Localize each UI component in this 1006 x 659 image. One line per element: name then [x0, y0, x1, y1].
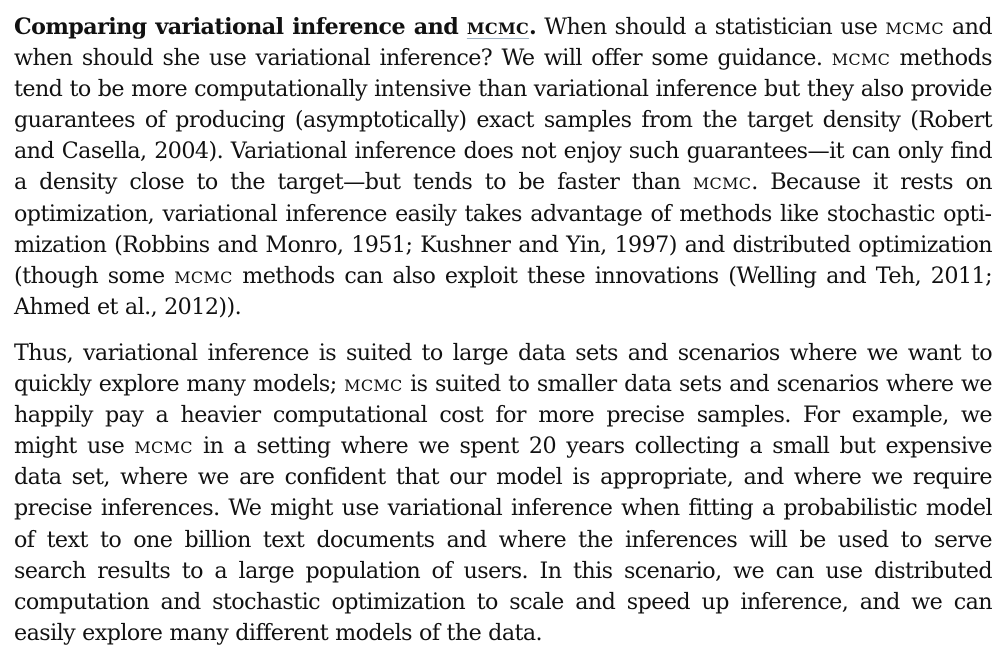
mcmc-term: MCMC: [692, 169, 752, 196]
heading-period: .: [529, 14, 537, 40]
paragraph-comparing-vi-mcmc: Comparing variational inference and MCMC…: [14, 12, 993, 323]
body-text: methods tend to be more computationally …: [14, 45, 993, 196]
mcmc-term: MCMC: [831, 45, 891, 72]
body-text: . Because it rests on optimization, vari…: [14, 169, 993, 289]
mcmc-term: MCMC: [174, 262, 233, 289]
body-text: is suited to smaller data sets and scena…: [14, 371, 993, 460]
mcmc-term: MCMC: [344, 371, 403, 398]
body-text: in a setting where we spent 20 years col…: [14, 433, 993, 646]
mcmc-term: MCMC: [885, 14, 944, 40]
body-text: and when should she use variational infe…: [14, 14, 993, 72]
paragraph-use-cases: Thus, variational inference is suited to…: [14, 338, 993, 649]
paragraph-heading: Comparing variational inference and MCMC…: [14, 14, 537, 40]
body-text: Thus, variational inference is suited to…: [14, 339, 993, 398]
heading-text: Comparing variational inference and: [14, 14, 467, 40]
body-text: methods can also exploit these innovatio…: [14, 262, 993, 320]
mcmc-term: MCMC: [134, 433, 193, 460]
body-text: When should a statistician use: [536, 14, 886, 40]
heading-mcmc-link[interactable]: MCMC: [466, 14, 529, 40]
